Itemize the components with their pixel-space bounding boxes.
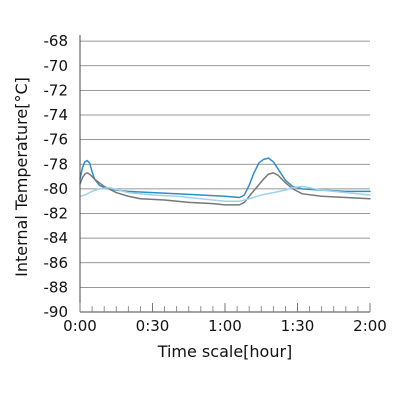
x-tick-label-3: 1:30 [281, 317, 315, 335]
tick-label-layer: -68 -70 -72 -74 -76 -78 -80 -82 -84 -86 -88 -900:00… [44, 32, 387, 335]
y-tick-label-9: -86 [44, 254, 69, 272]
y-tick-label-4: -76 [44, 131, 69, 149]
y-axis-title: Internal Temperature[°C] [12, 77, 31, 277]
grid-layer [80, 40, 370, 288]
y-tick-label-3: -74 [44, 106, 69, 124]
x-axis-title: Time scale[hour] [157, 342, 293, 361]
series-line-2 [79, 185, 371, 202]
y-tick-label-6: -80 [44, 180, 69, 198]
series-line-0 [79, 157, 371, 199]
y-tick-label-8: -84 [44, 229, 69, 247]
y-tick-label-0: -68 [44, 32, 69, 50]
y-tick-label-1: -70 [44, 57, 69, 75]
x-tick-label-1: 0:30 [136, 317, 170, 335]
series-layer [79, 157, 371, 206]
x-tick-label-2: 1:00 [208, 317, 242, 335]
y-tick-label-2: -72 [44, 81, 69, 99]
y-tick-label-10: -88 [44, 278, 69, 296]
y-tick-label-5: -78 [44, 155, 69, 173]
x-tick-label-0: 0:00 [63, 317, 97, 335]
axes-layer [79, 35, 371, 313]
series-line-1 [79, 172, 371, 206]
y-tick-label-7: -82 [44, 205, 69, 223]
x-tick-label-4: 2:00 [353, 317, 387, 335]
y-tick-label-11: -90 [44, 303, 69, 321]
